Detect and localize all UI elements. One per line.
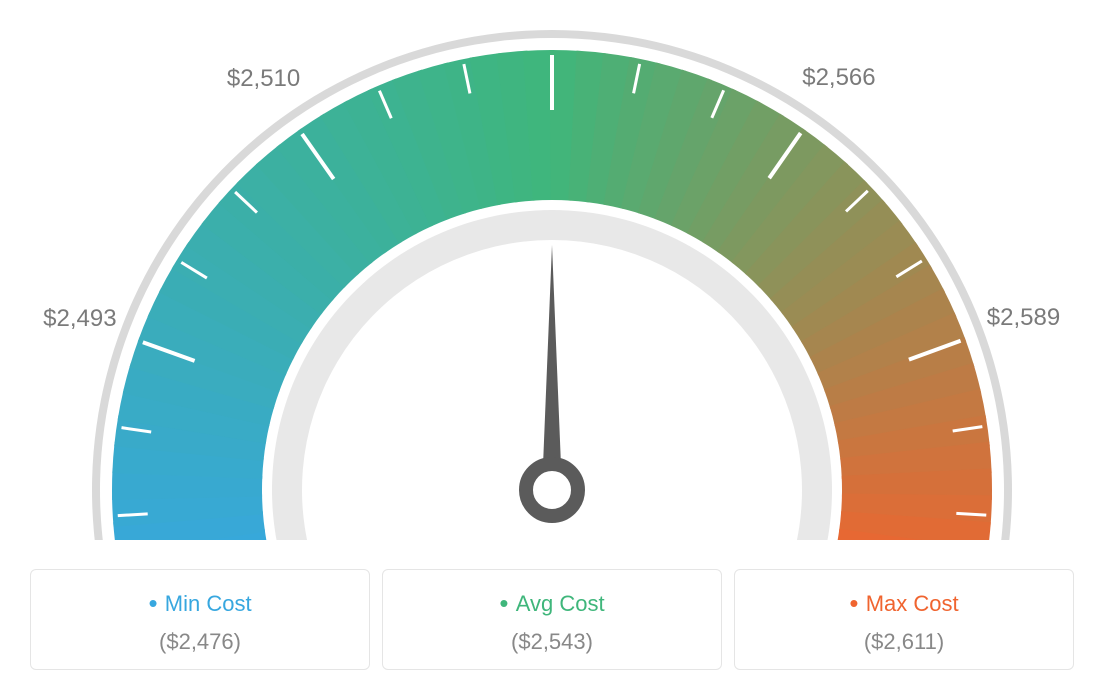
legend-min: Min Cost ($2,476) [30,569,370,670]
legend-max: Max Cost ($2,611) [734,569,1074,670]
legend-min-label: Min Cost [31,588,369,619]
legend-avg-label: Avg Cost [383,588,721,619]
chart-container: $2,476$2,493$2,510$2,543$2,566$2,589$2,6… [0,0,1104,690]
legend-max-label: Max Cost [735,588,1073,619]
gauge-tick-label: $2,566 [802,64,875,92]
legend-avg-value: ($2,543) [383,629,721,655]
legend-avg: Avg Cost ($2,543) [382,569,722,670]
legend-min-value: ($2,476) [31,629,369,655]
gauge-svg [0,0,1104,540]
legend-row: Min Cost ($2,476) Avg Cost ($2,543) Max … [0,569,1104,670]
gauge-tick-label: $2,493 [43,305,116,333]
gauge-tick-label: $2,543 [515,0,588,2]
gauge-tick-label: $2,510 [227,65,300,93]
legend-max-value: ($2,611) [735,629,1073,655]
gauge-chart: $2,476$2,493$2,510$2,543$2,566$2,589$2,6… [0,0,1104,540]
gauge-tick-label: $2,589 [987,304,1060,332]
